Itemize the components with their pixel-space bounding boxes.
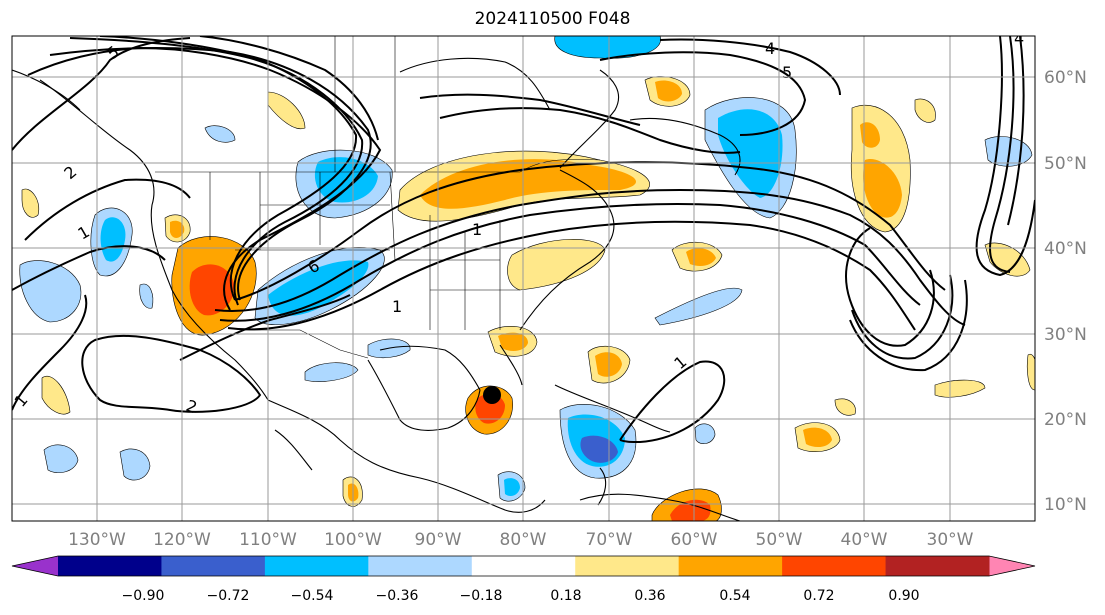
lon-tick-label: 130°W bbox=[68, 530, 126, 550]
contour-label: 5 bbox=[782, 63, 792, 82]
lat-tick-label: 50°N bbox=[1044, 154, 1087, 174]
lon-tick-labels: 130°W 120°W 110°W 100°W 90°W 80°W 70°W 6… bbox=[68, 530, 974, 550]
colorbar-tick-label: −0.18 bbox=[460, 588, 503, 604]
gridlines bbox=[12, 36, 1035, 521]
lat-tick-label: 30°N bbox=[1044, 325, 1087, 345]
lon-tick-label: 40°W bbox=[841, 530, 888, 550]
lon-tick-label: 110°W bbox=[239, 530, 297, 550]
coastlines bbox=[12, 57, 741, 521]
colorbar-max-extension bbox=[989, 556, 1035, 576]
colorbar-outline bbox=[11, 555, 1036, 577]
colorbar-cell bbox=[264, 556, 369, 576]
lon-tick-label: 100°W bbox=[324, 530, 382, 550]
colorbar-tick-labels: −0.90 −0.72 −0.54 −0.36 −0.18 0.18 0.36 … bbox=[122, 588, 920, 604]
colorbar-min-extension bbox=[12, 556, 58, 576]
lat-tick-label: 10°N bbox=[1044, 495, 1087, 515]
lat-tick-labels: 60°N 50°N 40°N 30°N 20°N 10°N bbox=[1044, 68, 1087, 515]
map-frame bbox=[11, 35, 1036, 522]
colorbar-cell bbox=[58, 556, 162, 576]
colorbar-tick-label: 0.18 bbox=[550, 588, 581, 604]
chart-title: 2024110500 F048 bbox=[474, 9, 631, 29]
colorbar-tick-label: −0.54 bbox=[291, 588, 334, 604]
colorbar-cell bbox=[471, 556, 576, 576]
lon-tick-label: 30°W bbox=[927, 530, 974, 550]
lon-tick-label: 80°W bbox=[500, 530, 547, 550]
colorbar-cell bbox=[161, 556, 266, 576]
colorbar-cell bbox=[575, 556, 680, 576]
colorbar-tick-label: 0.90 bbox=[888, 588, 919, 604]
lat-tick-label: 40°N bbox=[1044, 239, 1087, 259]
contour-label: 4 bbox=[1014, 29, 1024, 48]
colorbar-tick-label: −0.90 bbox=[122, 588, 165, 604]
colorbar-tick-label: −0.36 bbox=[376, 588, 419, 604]
colorbar-tick-label: 0.36 bbox=[634, 588, 665, 604]
colorbar-cell bbox=[368, 556, 473, 576]
colorbar-cell bbox=[782, 556, 887, 576]
storm-center-marker bbox=[483, 386, 501, 404]
contour-label: 4 bbox=[765, 39, 775, 58]
lon-tick-label: 120°W bbox=[153, 530, 211, 550]
lat-tick-label: 60°N bbox=[1044, 68, 1087, 88]
contour-label: 1 bbox=[392, 297, 402, 316]
lon-tick-label: 90°W bbox=[415, 530, 462, 550]
contour-label: 1 bbox=[472, 220, 482, 239]
colorbar-tick-label: 0.72 bbox=[803, 588, 834, 604]
lon-tick-label: 50°W bbox=[756, 530, 803, 550]
colorbar-tick-label: −0.72 bbox=[207, 588, 250, 604]
lon-tick-label: 70°W bbox=[586, 530, 633, 550]
colorbar: −0.90 −0.72 −0.54 −0.36 −0.18 0.18 0.36 … bbox=[11, 555, 1036, 604]
lat-tick-label: 20°N bbox=[1044, 410, 1087, 430]
lon-tick-label: 60°W bbox=[671, 530, 718, 550]
colorbar-cell bbox=[678, 556, 783, 576]
colorbar-tick-label: 0.54 bbox=[719, 588, 750, 604]
colorbar-cell bbox=[885, 556, 990, 576]
height-contours bbox=[12, 36, 1035, 444]
